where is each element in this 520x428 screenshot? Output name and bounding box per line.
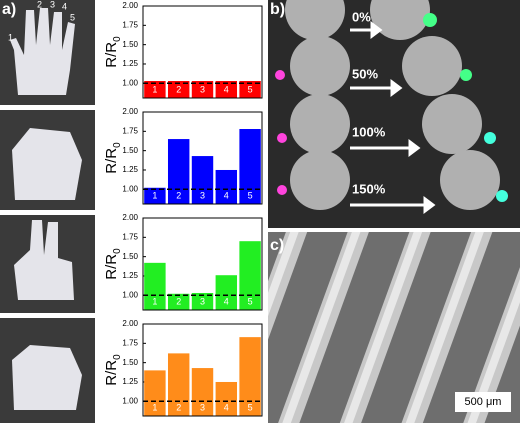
y-label-subscript: 0 [112,354,123,360]
y-tick-label: 1.50 [122,40,138,49]
panel-label: b) [270,1,285,18]
strain-label: 150% [352,181,386,196]
category-label: 4 [224,402,229,412]
category-label: 2 [176,190,181,200]
category-label: 4 [224,84,229,94]
y-tick-label: 1.75 [122,232,138,241]
category-label: 3 [200,402,205,412]
plot-frame [142,5,263,99]
y-label-subscript: 0 [112,142,123,148]
y-tick-label: 2.00 [122,1,138,10]
y-tick-label: 1.00 [122,290,138,299]
bar [144,370,166,416]
scale-bar-label: 500 μm [465,396,502,408]
strain-label: 50% [352,66,378,81]
finger-label: 3 [50,0,55,9]
bar [215,80,238,98]
y-label-main: R/R [103,360,120,386]
finger-label: 4 [62,1,67,11]
plot-frame [142,323,263,417]
bar [167,80,190,98]
category-label: 5 [248,190,253,200]
category-label: 1 [152,402,157,412]
bar [191,80,214,98]
y-axis-label: R/R0 [103,36,123,68]
category-label: 1 [152,84,157,94]
y-tick-label: 1.25 [122,377,138,386]
y-tick-label: 1.00 [122,184,138,193]
bar [167,293,190,310]
bar [167,139,190,204]
plot-frame [142,111,263,205]
category-label: 3 [200,84,205,94]
bar [144,80,166,98]
glove-photos [0,0,95,423]
bar [215,381,238,416]
bar [144,187,166,204]
category-label: 2 [176,296,181,306]
y-tick-label: 1.25 [122,165,138,174]
panel-label: c) [270,237,284,254]
y-label-main: R/R [103,42,120,68]
y-label-subscript: 0 [112,36,123,42]
y-axis-label: R/R0 [103,354,123,386]
y-tick-label: 2.00 [122,319,138,328]
category-label: 5 [248,402,253,412]
bar [215,169,238,204]
y-axis-label: R/R0 [103,142,123,174]
y-tick-label: 2.00 [122,213,138,222]
y-label-main: R/R [103,148,120,174]
panel-label: a) [2,1,16,18]
bar-chart: R/R0 1.00 1.25 1.50 1.75 2.00 1 2 3 4 5 [103,319,263,417]
bar [144,262,166,310]
y-tick-label: 1.25 [122,59,138,68]
category-label: 5 [248,296,253,306]
strain-label: 0% [352,9,371,24]
finger-label: 1 [8,32,13,42]
category-label: 1 [152,190,157,200]
bar [191,156,214,204]
scale-bar-box [455,392,511,412]
bar [239,337,261,416]
plot-frame [142,217,263,311]
bar [167,353,190,416]
y-tick-label: 1.00 [122,78,138,87]
bar [191,292,214,310]
finger-label: 5 [70,12,75,22]
bar-chart: R/R0 1.00 1.25 1.50 1.75 2.00 1 2 3 4 5 [103,1,263,99]
y-tick-label: 2.00 [122,107,138,116]
bar [239,129,261,204]
strain-label: 100% [352,124,386,139]
category-label: 2 [176,402,181,412]
strain-photos [268,0,520,228]
category-label: 5 [248,84,253,94]
category-label: 2 [176,84,181,94]
y-tick-label: 1.75 [122,20,138,29]
category-label: 4 [224,190,229,200]
y-label-subscript: 0 [112,248,123,254]
bar-chart: R/R0 1.00 1.25 1.50 1.75 2.00 1 2 3 4 5 [103,107,263,205]
y-tick-label: 1.00 [122,396,138,405]
y-tick-label: 1.75 [122,126,138,135]
y-tick-label: 1.75 [122,338,138,347]
category-label: 3 [200,296,205,306]
bar [239,80,261,98]
y-tick-label: 1.50 [122,358,138,367]
y-label-main: R/R [103,254,120,280]
category-label: 4 [224,296,229,306]
bar-chart: R/R0 1.00 1.25 1.50 1.75 2.00 1 2 3 4 5 [103,213,263,311]
y-tick-label: 1.50 [122,252,138,261]
category-label: 3 [200,190,205,200]
y-tick-label: 1.25 [122,271,138,280]
bar [239,241,261,310]
sem-image [268,232,520,423]
bar [215,275,238,310]
y-axis-label: R/R0 [103,248,123,280]
y-tick-label: 1.50 [122,146,138,155]
finger-label: 2 [37,0,42,9]
bar [191,368,214,416]
category-label: 1 [152,296,157,306]
